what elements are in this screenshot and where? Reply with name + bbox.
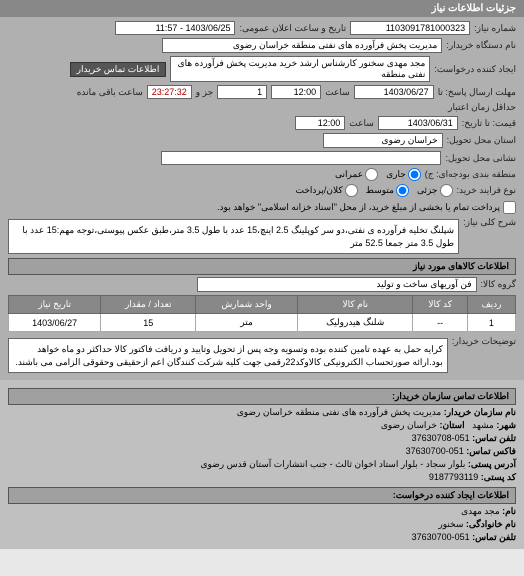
budget-omrani-radio[interactable]: عمرانی [335,168,378,181]
payment-vast-input[interactable] [345,184,358,197]
payment-low-input[interactable] [440,184,453,197]
buyer-org-value: مدیریت پخش فرآورده های نفتی منطقه خراسان… [237,407,442,417]
maxvalid-time-label: ساعت [349,118,374,129]
delivery-state-label: استان محل تحویل: [447,135,516,146]
buyer-org-label: نام سازمان خریدار: [444,407,516,417]
buyer-postal-value: 9187793119 [429,472,478,482]
main-form: شماره نیاز: 1103091781000323 تاریخ و ساع… [0,17,524,380]
budget-type-label: منطقه بندی بودجه‌ای: ج) [425,169,516,180]
payment-medium-radio[interactable]: متوسط [366,184,409,197]
payment-medium-label: متوسط [366,185,394,196]
payment-type-label: نوع فرایند خرید: [457,185,517,196]
cell-date: 1403/06/27 [9,314,101,332]
buyer-notes-box: کرایه حمل به عهده تامین کننده بوده وتسوی… [8,338,448,373]
requester-phone-label: تلفن تماس: [472,532,516,542]
buyer-fax-label: فاکس تماس: [466,446,516,456]
cell-code: -- [413,314,467,332]
deadline-remain-label: ساعت باقی مانده [77,87,143,98]
maxvalid-label: حداقل زمان اعتبار [448,102,516,113]
payment-low-label: جزئی [417,185,438,196]
payment-vast-label: کلان/پرداخت [296,185,343,196]
requester-label: ایجاد کننده درخواست: [434,64,516,75]
general-desc-box: شپلنگ تخلیه فرآورده ی نفتی،دو سر کوپلینگ… [8,219,459,254]
buyer-notes-label: توضیحات خریدار: [452,336,516,347]
delivery-state-field: خراسان رضوی [323,133,443,148]
deadline-time-label: ساعت [325,87,350,98]
announce-date-field: 1403/06/25 - 11:57 [115,21,235,35]
buyer-contact-header: اطلاعات تماس سازمان خریدار: [8,388,516,405]
buyer-addr-label: آدرس پستی: [468,459,516,469]
buyer-postal-label: کد پستی: [481,472,516,482]
cell-unit: متر [196,314,298,332]
deadline-days-label: جز و [196,87,213,98]
deadline-days-field: 1 [217,85,267,99]
payment-note-input[interactable] [503,201,516,214]
budget-jari-radio[interactable]: جاری [386,168,421,181]
maxvalid-time-field: 12:00 [295,116,345,130]
deadline-label: مهلت ارسال پاسخ: تا [438,87,516,98]
buyer-phone-label: تلفن تماس: [472,433,516,443]
col-date: تاریخ نیاز [9,296,101,314]
budget-jari-label: جاری [386,169,406,180]
buyer-city-label: شهر: [496,420,516,430]
delivery-address-field [161,151,441,165]
payment-type-group: جزئی متوسط کلان/پرداخت [296,184,453,197]
col-qty: تعداد / مقدار [101,296,196,314]
cell-qty: 15 [101,314,196,332]
goods-group-label: گروه کالا: [481,279,516,290]
buyer-state-value: خراسان رضوی [381,420,437,430]
budget-jari-input[interactable] [408,168,421,181]
general-desc-label: شرح کلی نیاز: [463,217,516,228]
payment-note-label: پرداخت تمام یا بخشی از مبلغ خرید، از محل… [217,202,500,213]
requester-phone-value: 051-37630700 [412,532,470,542]
delivery-address-label: نشانی محل تحویل: [445,153,516,164]
payment-low-radio[interactable]: جزئی [417,184,453,197]
deadline-date-field: 1403/06/27 [354,85,434,99]
table-header-row: ردیف کد کالا نام کالا واحد شمارش تعداد /… [9,296,516,314]
payment-medium-input[interactable] [396,184,409,197]
buyer-city-value: مشهد [472,420,494,430]
request-no-field: 1103091781000323 [350,21,470,35]
requester-name-label: نام: [502,506,516,516]
buyer-fax-value: 051-37630700 [406,446,464,456]
payment-vast-radio[interactable]: کلان/پرداخت [296,184,358,197]
table-row: 1 -- شلنگ هیدرولیک متر 15 1403/06/27 [9,314,516,332]
buyer-name-label: نام دستگاه خریدار: [446,40,516,51]
goods-group-field: فن آوریهای ساخت و تولید [197,277,477,292]
col-code: کد کالا [413,296,467,314]
cell-name: شلنگ هیدرولیک [297,314,413,332]
contact-buyer-button[interactable]: اطلاعات تماس خریدار [70,62,167,77]
buyer-name-field: مدیریت پخش فرآورده های نفتی منطقه خراسان… [162,38,442,53]
requester-contact-header: اطلاعات ایجاد کننده درخواست: [8,487,516,504]
payment-note-checkbox[interactable]: پرداخت تمام یا بخشی از مبلغ خرید، از محل… [217,201,516,214]
maxvalid-label2: قیمت: تا تاریخ: [462,118,516,129]
request-no-label: شماره نیاز: [474,23,516,34]
page-title: جزئیات اطلاعات نیاز [432,3,516,14]
goods-header: اطلاعات کالاهای مورد نیاز [8,258,516,275]
budget-omrani-input[interactable] [365,168,378,181]
deadline-time-field: 12:00 [271,85,321,99]
requester-family-label: نام خانوادگی: [466,519,516,529]
buyer-phone-value: 051-37630708 [412,433,470,443]
buyer-state-label: استان: [439,420,464,430]
maxvalid-date-field: 1403/06/31 [378,116,458,130]
page-header: جزئیات اطلاعات نیاز [0,0,524,17]
requester-name-value: مجد مهدی [461,506,500,516]
budget-omrani-label: عمرانی [335,169,363,180]
buyer-contact-section: اطلاعات تماس سازمان خریدار: نام سازمان خ… [0,380,524,549]
col-row: ردیف [467,296,515,314]
buyer-addr-value: بلوار سجاد - بلوار استاد اخوان ثالث - جن… [200,459,465,469]
col-name: نام کالا [297,296,413,314]
requester-field: مجد مهدی سخنور کارشناس ارشد خرید مدیریت … [170,56,430,82]
announce-date-label: تاریخ و ساعت اعلان عمومی: [239,23,346,34]
col-unit: واحد شمارش [196,296,298,314]
deadline-remain-field: 23:27:32 [147,85,192,99]
requester-family-value: سخنور [438,519,463,529]
budget-type-group: جاری عمرانی [335,168,421,181]
cell-row: 1 [467,314,515,332]
goods-table: ردیف کد کالا نام کالا واحد شمارش تعداد /… [8,295,516,332]
